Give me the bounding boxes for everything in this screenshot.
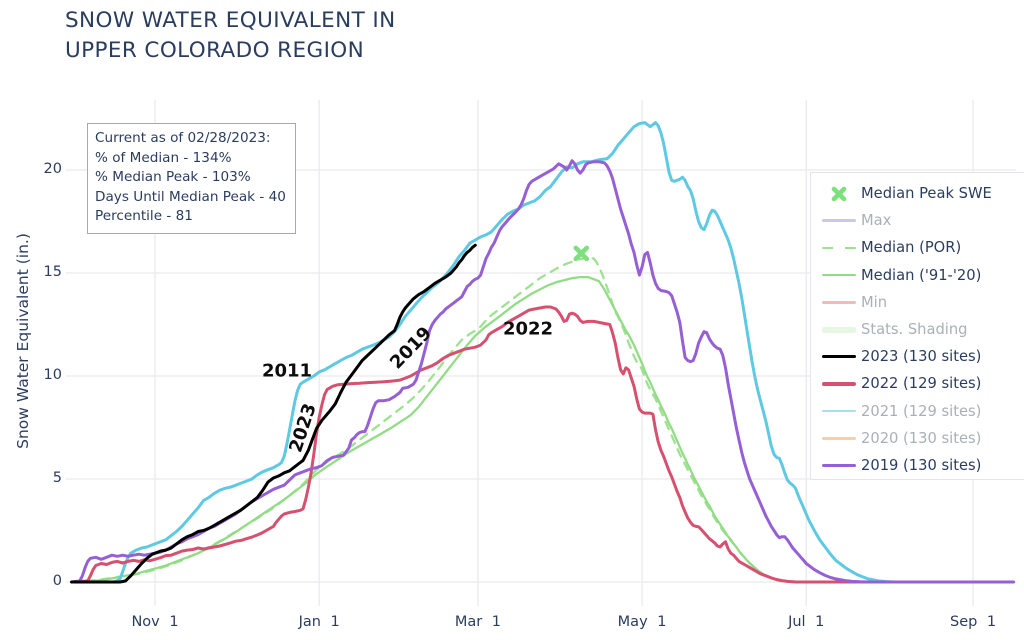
x-tick-label: Jul 1 bbox=[788, 614, 825, 630]
line-swatch-icon bbox=[817, 436, 861, 440]
x-tick-label: May 1 bbox=[617, 614, 667, 630]
legend-label: 2020 (130 sites) bbox=[861, 429, 982, 447]
annotation-line: Percentile - 81 bbox=[95, 208, 193, 224]
x-tick-label: Sep 1 bbox=[949, 614, 997, 630]
annotation-line: Days Until Median Peak - 40 bbox=[95, 188, 286, 205]
chart-title-line1: SNOW WATER EQUIVALENT IN bbox=[65, 8, 396, 33]
series-median-91-20- bbox=[70, 275, 1015, 584]
chart-title-line2: UPPER COLORADO REGION bbox=[65, 38, 365, 63]
legend-item-2023-130-sites-[interactable]: 2023 (130 sites) bbox=[817, 343, 1024, 370]
y-tick-label: 0 bbox=[52, 573, 62, 589]
annotation-line: % of Median - 134% bbox=[95, 149, 232, 166]
annotation-line: Current as of 02/28/2023: bbox=[95, 130, 271, 146]
legend-label: Median (POR) bbox=[861, 239, 962, 257]
y-tick-label: 15 bbox=[43, 264, 62, 280]
legend-label: Median Peak SWE bbox=[861, 185, 992, 203]
legend-item-median-91-20-[interactable]: Median ('91-'20) bbox=[817, 262, 1024, 289]
line-swatch-icon bbox=[817, 301, 861, 304]
legend-item-stats-shading[interactable]: Stats. Shading bbox=[817, 316, 1024, 343]
series-2011 bbox=[70, 121, 1015, 584]
annotation-line: % Median Peak - 103% bbox=[95, 169, 251, 185]
y-tick-label: 20 bbox=[43, 161, 62, 177]
x-tick-label: Jan 1 bbox=[298, 614, 340, 630]
line-swatch-icon bbox=[817, 409, 861, 413]
x-marker-icon bbox=[817, 185, 861, 203]
x-tick-label: Mar 1 bbox=[454, 614, 502, 630]
legend-label: 2022 (129 sites) bbox=[861, 375, 982, 393]
legend-item-median-por-[interactable]: Median (POR) bbox=[817, 234, 1024, 261]
legend-label: Max bbox=[861, 212, 892, 230]
series-2023-130-sites- bbox=[70, 243, 477, 584]
legend-item-min[interactable]: Min bbox=[817, 289, 1024, 316]
legend-label: 2023 (130 sites) bbox=[861, 348, 982, 366]
x-tick-label: Nov 1 bbox=[131, 614, 179, 630]
legend-item-2020-130-sites-[interactable]: 2020 (130 sites) bbox=[817, 425, 1024, 452]
legend-item-max[interactable]: Max bbox=[817, 207, 1024, 234]
legend-label: Min bbox=[861, 293, 888, 311]
chart-title: SNOW WATER EQUIVALENT IN UPPER COLORADO … bbox=[65, 6, 396, 66]
legend-item-median-peak-swe[interactable]: Median Peak SWE bbox=[817, 180, 1024, 207]
curve-label-2022: 2022 bbox=[502, 318, 554, 340]
legend-label: 2019 (130 sites) bbox=[861, 456, 982, 474]
line-swatch-icon bbox=[817, 219, 861, 223]
line-swatch-icon bbox=[817, 382, 861, 386]
legend-label: Median ('91-'20) bbox=[861, 266, 982, 284]
line-swatch-icon bbox=[817, 463, 861, 468]
curve-label-2011: 2011 bbox=[261, 360, 313, 382]
y-tick-label: 10 bbox=[43, 367, 62, 383]
line-swatch-icon bbox=[817, 273, 861, 277]
legend-item-2021-129-sites-[interactable]: 2021 (129 sites) bbox=[817, 398, 1024, 425]
y-axis-title: Snow Water Equivalent (in.) bbox=[14, 233, 32, 449]
legend-item-2022-129-sites-[interactable]: 2022 (129 sites) bbox=[817, 370, 1024, 397]
legend-label: 2021 (129 sites) bbox=[861, 402, 982, 420]
legend-label: Stats. Shading bbox=[861, 321, 968, 339]
annotation-box: Current as of 02/28/2023: % of Median - 1… bbox=[87, 123, 296, 234]
y-tick-label: 5 bbox=[52, 470, 62, 486]
series-2022-129-sites- bbox=[70, 305, 1015, 584]
line-swatch-icon bbox=[817, 246, 861, 250]
median-peak-swe-marker bbox=[573, 245, 590, 262]
legend-item-2019-130-sites-[interactable]: 2019 (130 sites) bbox=[817, 452, 1024, 479]
line-swatch-icon bbox=[817, 326, 861, 333]
legend: Median Peak SWE Max Median (POR) Median ('9… bbox=[810, 172, 1024, 480]
line-swatch-icon bbox=[817, 355, 861, 359]
